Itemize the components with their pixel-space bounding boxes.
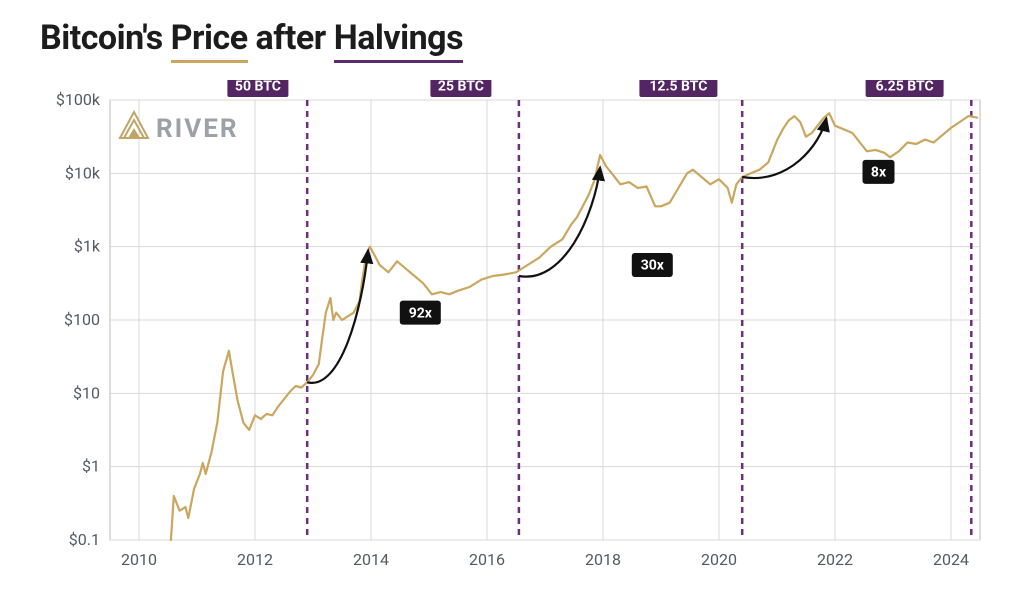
annotation-label: 8x xyxy=(871,165,887,181)
y-tick-label: $100k xyxy=(56,90,101,109)
halving-badge-label: 6.25 BTC xyxy=(876,80,934,95)
x-tick-label: 2018 xyxy=(585,550,621,569)
y-tick-label: $10 xyxy=(73,383,100,402)
title-price-word: Price xyxy=(171,18,248,63)
x-tick-label: 2016 xyxy=(469,550,505,569)
y-tick-label: $0.1 xyxy=(69,530,100,549)
x-tick-label: 2014 xyxy=(353,550,389,569)
halving-badge-label: 50 BTC xyxy=(235,80,281,95)
y-tick-label: $1 xyxy=(82,457,100,476)
brand-label: RIVER xyxy=(156,114,239,144)
title-middle: after xyxy=(248,18,334,58)
chart-area: $0.1 $1 $10 $100 $1k $10k $100k 2010 2012 2014 201… xyxy=(40,80,1000,580)
title-prefix: Bitcoin's xyxy=(40,18,171,58)
title-halvings-word: Halvings xyxy=(334,18,463,63)
x-tick-label: 2022 xyxy=(817,550,853,569)
annotation-label: 92x xyxy=(409,305,433,321)
y-tick-label: $10k xyxy=(65,163,101,182)
x-tick-label: 2020 xyxy=(701,550,737,569)
chart-svg: $0.1 $1 $10 $100 $1k $10k $100k 2010 2012 2014 201… xyxy=(40,80,1000,580)
y-tick-label: $1k xyxy=(74,237,101,256)
x-tick-label: 2012 xyxy=(237,550,273,569)
x-tick-label: 2010 xyxy=(121,550,157,569)
halving-badge-label: 12.5 BTC xyxy=(649,80,707,95)
chart-title: Bitcoin's Price after Halvings xyxy=(40,18,463,58)
halving-badge-label: 25 BTC xyxy=(438,80,484,95)
annotation-label: 30x xyxy=(641,258,665,274)
y-tick-label: $100 xyxy=(64,310,100,329)
x-tick-label: 2024 xyxy=(933,550,969,569)
